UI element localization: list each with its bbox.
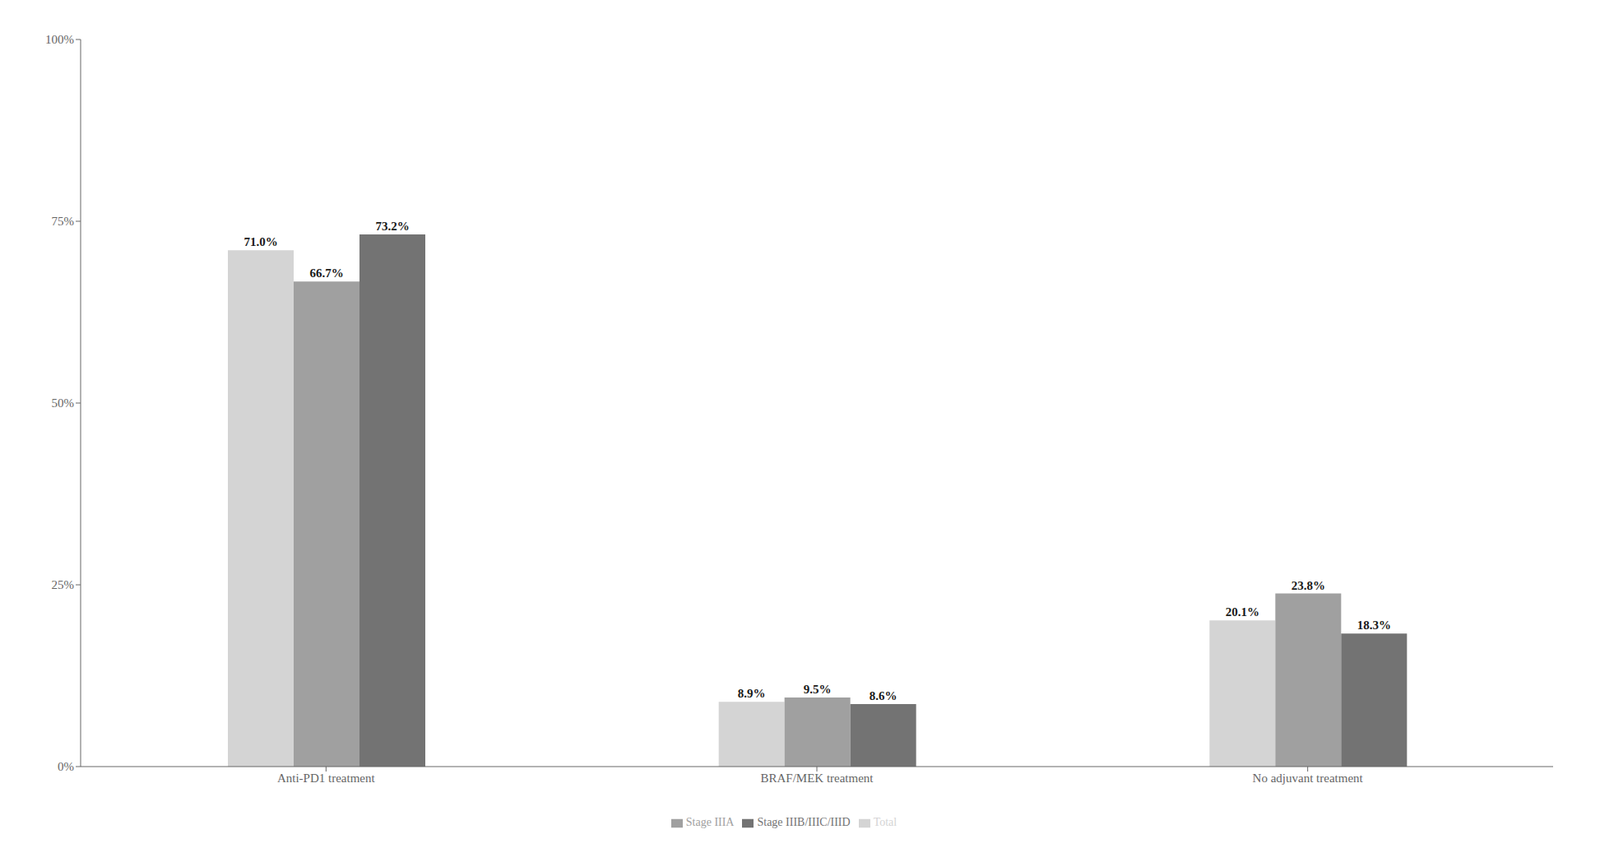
html-text:Stage IIIA: Stage IIIA xyxy=(685,816,735,829)
svg-text:8.6%: 8.6% xyxy=(869,689,898,703)
svg-text:23.8%: 23.8% xyxy=(1291,579,1326,593)
svg-text:BRAF/MEK treatment: BRAF/MEK treatment xyxy=(760,771,874,785)
svg-text:18.3%: 18.3% xyxy=(1357,618,1392,632)
svg-text:71.0%: 71.0% xyxy=(243,235,278,249)
svg-text:20.1%: 20.1% xyxy=(1225,605,1260,619)
svg-text:50%: 50% xyxy=(51,396,75,410)
svg-text:25%: 25% xyxy=(51,578,75,592)
html-text:Total: Total xyxy=(873,816,897,829)
svg-text:73.2%: 73.2% xyxy=(375,219,409,233)
html-text:Stage IIIB/IIIC/IIID: Stage IIIB/IIIC/IIID xyxy=(757,816,851,829)
svg-text:66.7%: 66.7% xyxy=(309,266,344,280)
svg-text:100%: 100% xyxy=(45,32,75,47)
svg-text:8.9%: 8.9% xyxy=(737,686,766,701)
svg-text:0%: 0% xyxy=(57,760,75,774)
svg-text:No adjuvant treatment: No adjuvant treatment xyxy=(1252,771,1364,785)
svg-text:75%: 75% xyxy=(51,214,75,228)
svg-text:Anti-PD1 treatment: Anti-PD1 treatment xyxy=(277,771,376,785)
svg-text:9.5%: 9.5% xyxy=(803,682,832,696)
